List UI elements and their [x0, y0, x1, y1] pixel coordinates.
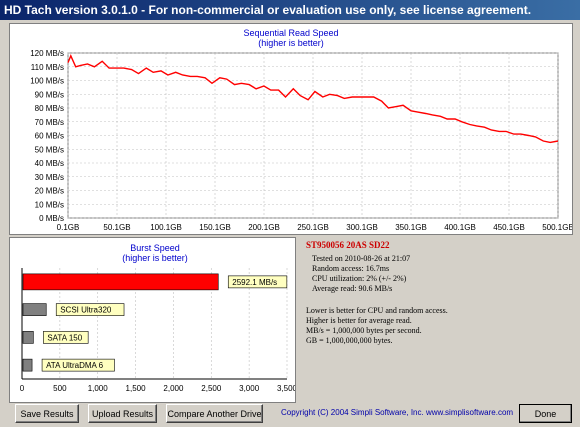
read-x-tick-label: 200.1GB: [248, 223, 280, 232]
read-y-tick-label: 30 MB/s: [35, 173, 64, 182]
read-y-tick-label: 100 MB/s: [30, 77, 64, 86]
read-x-tick-label: 100.1GB: [150, 223, 182, 232]
burst-x-tick-label: 1,500: [126, 384, 147, 393]
read-x-tick-label: 300.1GB: [346, 223, 378, 232]
read-y-tick-label: 90 MB/s: [35, 90, 64, 99]
burst-bar-label: SATA 150: [47, 333, 82, 342]
copyright-text: Copyright (C) 2004 Simpli Software, Inc.…: [281, 408, 514, 417]
drive-model: ST950056 20AS SD22: [306, 240, 390, 250]
burst-bar-label: SCSI Ultra320: [60, 306, 112, 315]
read-x-tick-label: 450.1GB: [493, 223, 525, 232]
note-mbs: MB/s = 1,000,000 bytes per second.: [306, 326, 422, 335]
save-results-button[interactable]: Save Results: [15, 404, 79, 423]
read-chart-panel: Sequential Read Speed (higher is better)…: [9, 23, 574, 235]
tested-date: Tested on 2010-08-26 at 21:07: [312, 254, 411, 263]
burst-bar: [22, 331, 34, 344]
read-y-tick-label: 50 MB/s: [35, 145, 64, 154]
read-y-tick-label: 10 MB/s: [35, 200, 64, 209]
read-y-tick-label: 120 MB/s: [30, 49, 64, 58]
read-speed-line: [67, 54, 559, 144]
read-y-tick-label: 20 MB/s: [35, 187, 64, 196]
read-x-tick-label: 500.1GB: [542, 223, 572, 232]
burst-bar-label-box: [227, 275, 288, 289]
read-chart-title: Sequential Read Speed: [243, 28, 338, 38]
burst-x-tick-label: 500: [53, 384, 67, 393]
read-y-tick-label: 110 MB/s: [31, 63, 64, 72]
burst-x-tick-label: 2,000: [163, 384, 184, 393]
burst-bar-label-box: [43, 331, 89, 344]
burst-bar-label-box: [41, 358, 115, 372]
burst-x-tick-label: 0: [20, 384, 25, 393]
burst-x-tick-label: 3,500: [277, 384, 295, 393]
read-x-tick-label: 150.1GB: [199, 223, 231, 232]
read-chart-subtitle: (higher is better): [258, 38, 324, 48]
note-higher-better: Higher is better for average read.: [306, 316, 412, 325]
results-panel: ST950056 20AS SD22 Tested on 2010-08-26 …: [296, 237, 580, 403]
burst-bar: [22, 358, 33, 372]
burst-chart-panel: Burst Speed (higher is better) 2592.1 MB…: [9, 237, 298, 403]
burst-x-tick-label: 2,500: [201, 384, 222, 393]
read-x-tick-label: 350.1GB: [395, 223, 427, 232]
read-x-tick-label: 0.1GB: [57, 223, 80, 232]
random-access: Random access: 16.7ms: [312, 264, 390, 273]
cpu-utilization: CPU utilization: 2% (+/- 2%): [312, 274, 407, 283]
done-button[interactable]: Done: [519, 404, 572, 423]
read-x-tick-label: 400.1GB: [444, 223, 476, 232]
burst-bar: [22, 303, 47, 316]
read-x-tick-label: 250.1GB: [297, 223, 329, 232]
read-y-tick-label: 80 MB/s: [35, 104, 64, 113]
burst-x-tick-label: 1,000: [88, 384, 109, 393]
read-y-tick-label: 40 MB/s: [35, 159, 64, 168]
window-title: HD Tach version 3.0.1.0 - For non-commer…: [0, 0, 580, 20]
burst-chart-subtitle: (higher is better): [122, 253, 188, 263]
note-gb: GB = 1,000,000,000 bytes.: [306, 336, 393, 345]
read-y-tick-label: 0 MB/s: [39, 214, 64, 223]
burst-bar-label: ATA UltraDMA 6: [46, 361, 104, 370]
read-y-tick-label: 60 MB/s: [35, 132, 64, 141]
compare-drive-button[interactable]: Compare Another Drive: [166, 404, 263, 423]
read-y-tick-label: 70 MB/s: [35, 118, 64, 127]
read-x-tick-label: 50.1GB: [103, 223, 130, 232]
burst-bar-label-box: [55, 303, 125, 316]
read-chart: Sequential Read Speed (higher is better)…: [30, 28, 574, 232]
average-read: Average read: 90.6 MB/s: [312, 284, 393, 293]
burst-chart-title: Burst Speed: [130, 243, 180, 253]
burst-bar: [22, 273, 219, 291]
upload-results-button[interactable]: Upload Results: [88, 404, 157, 423]
burst-chart: Burst Speed (higher is better) 2592.1 MB…: [20, 243, 298, 393]
burst-x-tick-label: 3,000: [239, 384, 260, 393]
burst-bar-label: 2592.1 MB/s: [232, 278, 277, 287]
note-lower-better: Lower is better for CPU and random acces…: [306, 306, 448, 315]
